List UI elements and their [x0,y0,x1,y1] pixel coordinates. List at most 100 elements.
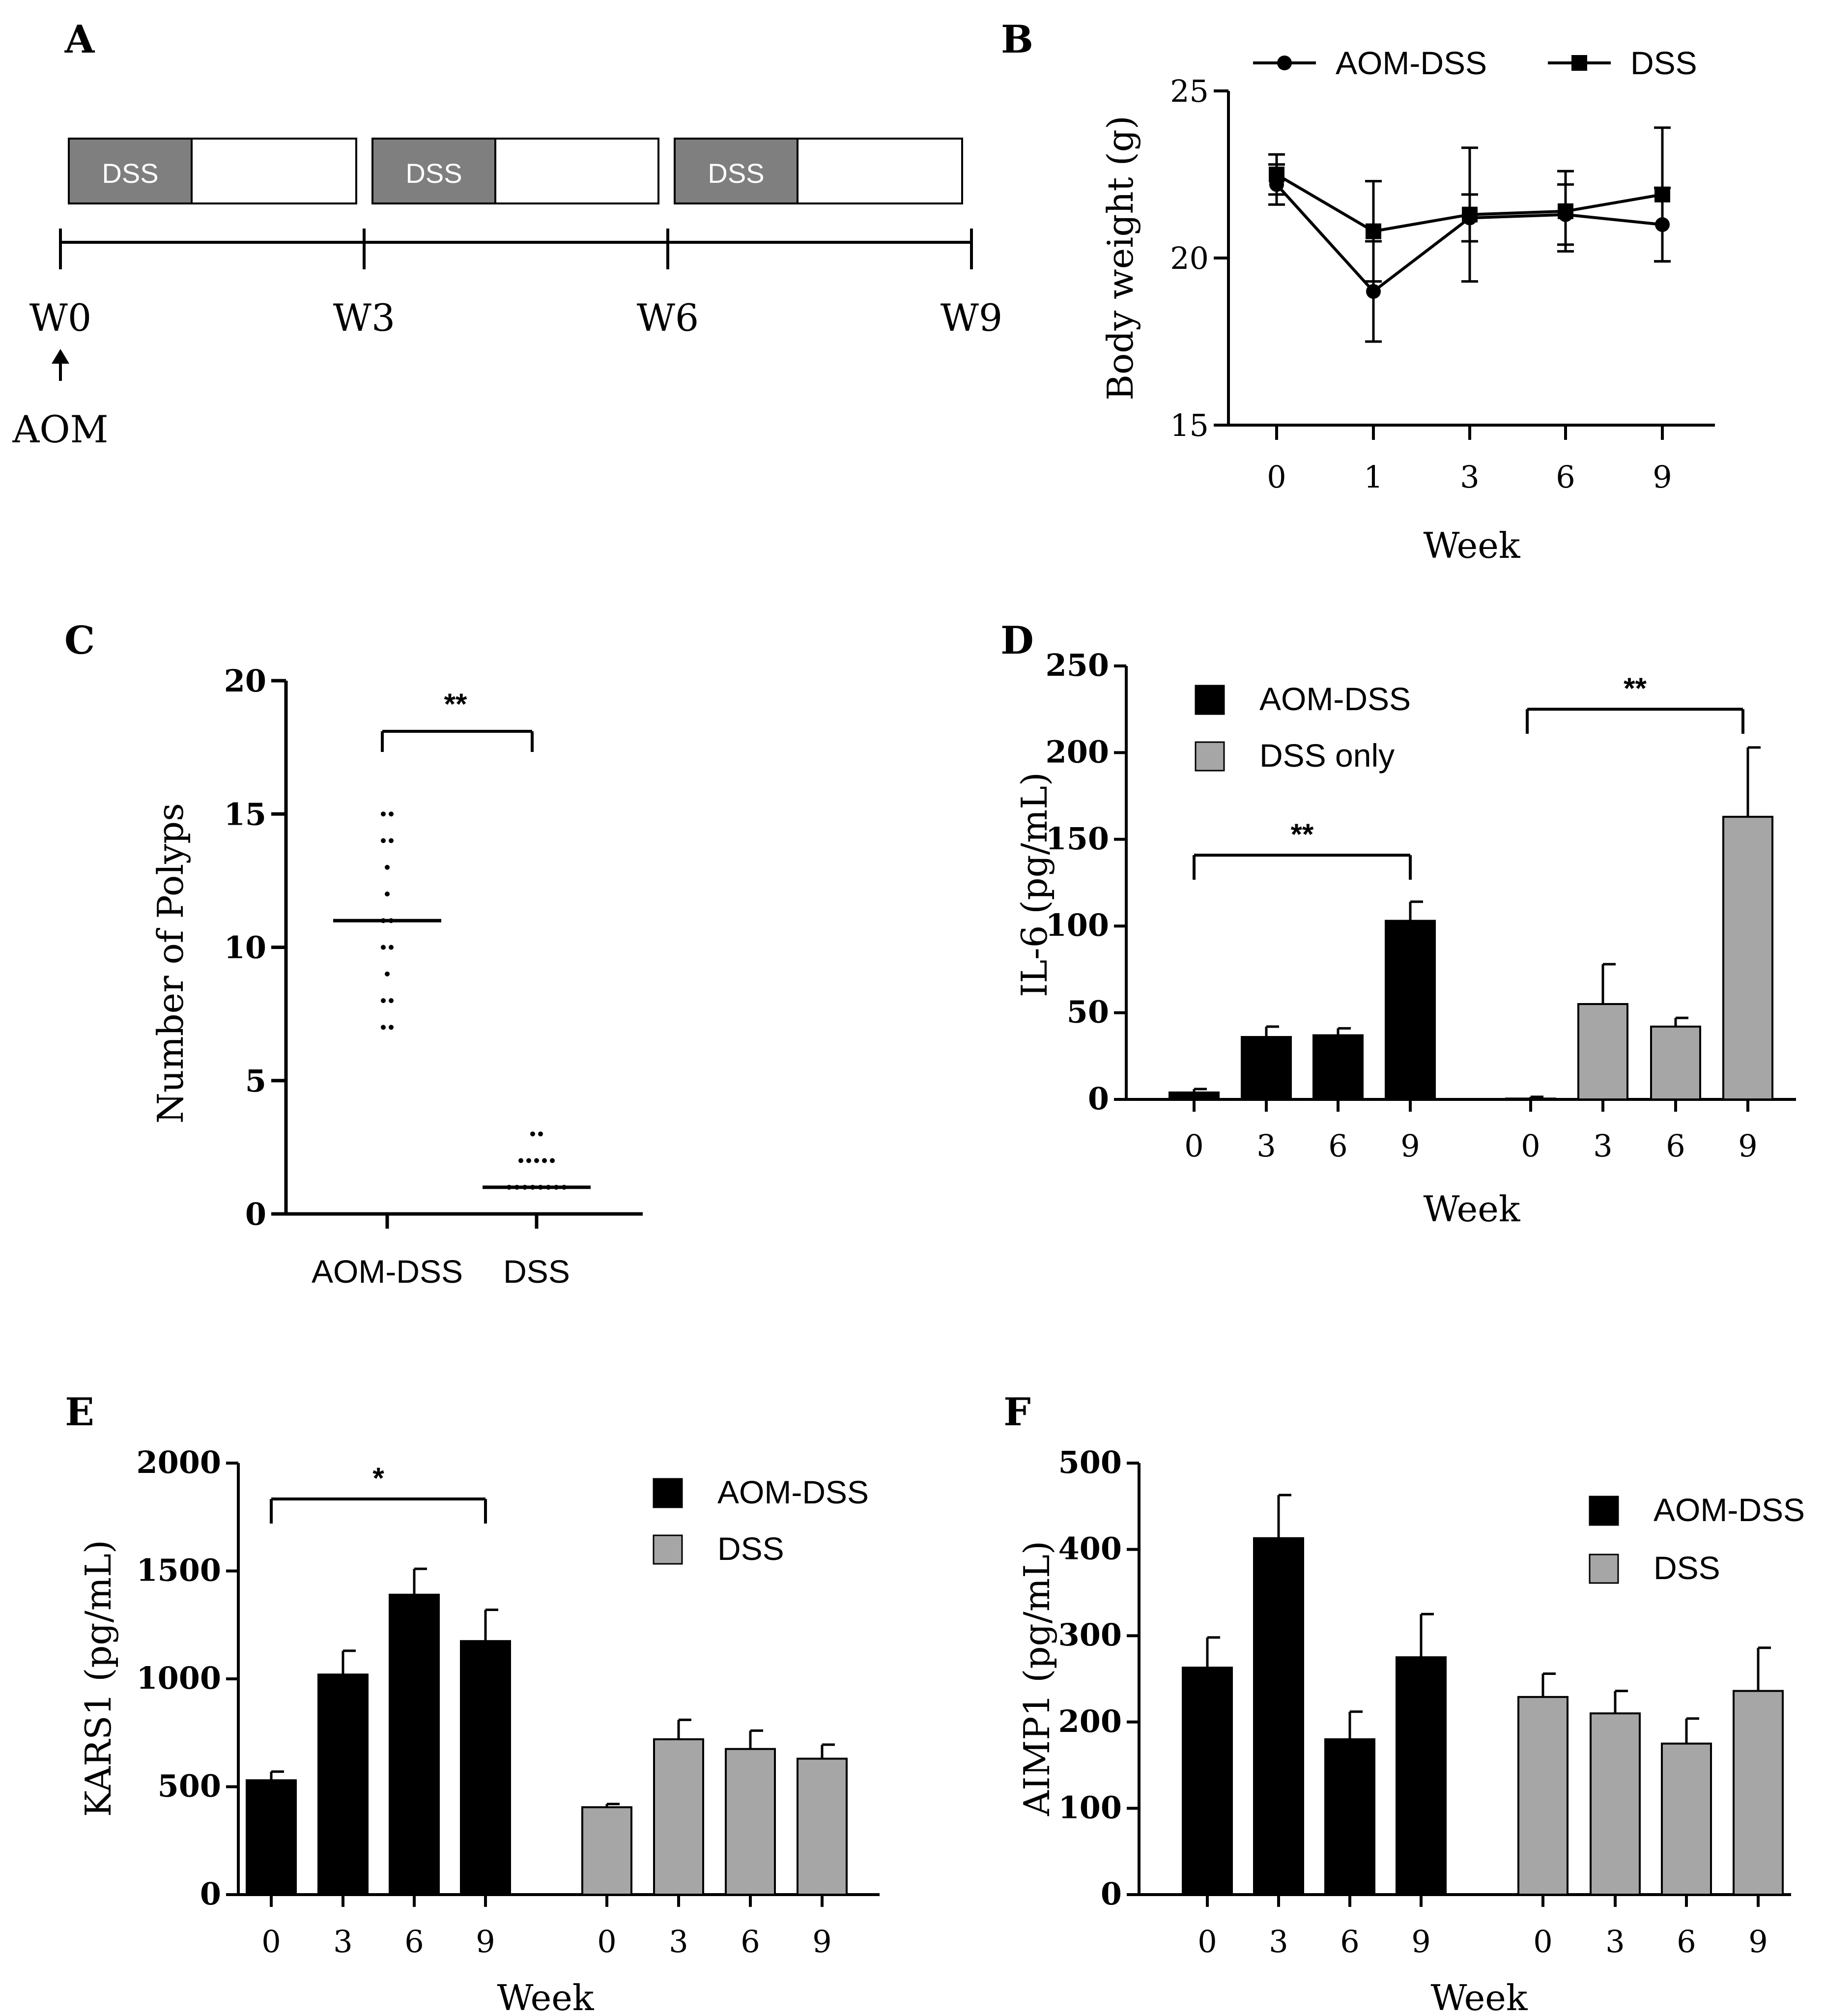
significance-marker: ** [1291,818,1314,851]
x-tick-label: 3 [669,1924,688,1959]
y-axis-title: IL-6 (pg/mL) [1014,772,1055,997]
bar [1312,1034,1364,1101]
timeline-week-label: W3 [333,296,395,340]
y-tick-label: 15 [1170,407,1209,443]
x-tick-label: 0 [1267,459,1286,495]
dss-box-label: DSS [102,158,158,189]
x-axis-title: Week [1424,1188,1521,1230]
legend-label: AOM-DSS [717,1474,869,1510]
legend-swatch [1589,1496,1619,1526]
bar [1396,1656,1447,1896]
bar [317,1673,369,1896]
bar [246,1779,297,1896]
y-tick-label: 5 [245,1063,266,1099]
data-point-square [1366,223,1381,239]
y-axis-title: KARS1 (pg/mL) [78,1540,119,1817]
y-tick-label: 150 [1046,821,1109,857]
y-axis-title: AIMP1 (pg/mL) [1016,1541,1057,1816]
data-point [550,1158,555,1163]
x-tick-label: 0 [1521,1128,1540,1164]
y-tick-label: 200 [1046,734,1109,770]
data-point [530,1131,535,1137]
data-point-square [1462,206,1478,223]
x-tick-label: 3 [1269,1924,1288,1959]
x-tick-label: 9 [1400,1128,1420,1164]
bar [1577,1003,1628,1100]
x-tick-label: 9 [812,1924,831,1959]
data-point [381,945,386,950]
y-tick-label: 1000 [136,1660,221,1696]
x-tick-label: 0 [261,1924,281,1959]
data-point [385,892,390,896]
x-tick-label: 3 [1460,459,1479,495]
timeline-week-label: W9 [941,296,1002,340]
data-point [526,1158,531,1163]
timeline-week-label: W0 [29,296,91,340]
legend-swatch [653,1534,683,1565]
significance-marker: ** [444,688,467,720]
y-tick-label: 500 [1058,1444,1122,1480]
legend-swatch [1589,1554,1619,1584]
y-tick-label: 0 [200,1876,221,1912]
bar [1253,1537,1304,1896]
data-point [389,998,394,1003]
data-point [385,971,390,977]
y-tick-label: 0 [1101,1876,1122,1912]
x-tick-label: 3 [1256,1128,1276,1164]
bar [1505,1097,1556,1101]
x-tick-label: 6 [1556,459,1575,495]
dss-box-label: DSS [405,158,462,189]
legend-marker-square [1571,55,1587,71]
data-point [381,811,386,817]
legend-swatch [653,1478,683,1508]
bar [725,1748,776,1896]
x-tick-label: 1 [1364,459,1383,495]
data-point [538,1131,543,1137]
significance-marker: * [372,1462,384,1495]
dss-box [674,138,798,204]
x-tick-label: 6 [741,1924,760,1959]
panel-label-c: C [64,618,95,663]
data-point [381,838,386,843]
x-tick-label: 9 [476,1924,495,1959]
legend-swatch [1195,685,1225,715]
aom-label: AOM [12,407,108,451]
x-tick-label: 0 [1184,1128,1203,1164]
y-tick-label: 0 [245,1196,266,1232]
x-axis-title: Week [497,1977,595,2016]
x-tick-label: 9 [1748,1924,1768,1959]
y-tick-label: 10 [224,930,266,966]
y-tick-label: 1500 [136,1553,221,1588]
bar [1650,1025,1701,1100]
data-point-square [1654,186,1670,202]
recovery-box [797,138,963,204]
data-point-square [1269,167,1284,182]
y-axis-title: Number of Polyps [150,803,191,1123]
bar [1590,1712,1641,1896]
dss-box-label: DSS [708,158,764,189]
legend-label: DSS only [1259,737,1395,774]
data-point-square [1558,203,1573,219]
legend-swatch [1195,741,1225,772]
y-tick-label: 100 [1058,1789,1122,1825]
y-tick-label: 500 [158,1768,221,1804]
bar [1733,1690,1784,1896]
y-tick-label: 50 [1067,994,1109,1030]
bar [1324,1738,1375,1896]
bar [1169,1091,1220,1100]
x-axis-title: Week [1431,1977,1528,2016]
y-tick-label: 200 [1058,1703,1122,1739]
data-point [389,838,394,843]
bar [389,1593,440,1896]
x-tick-label: 3 [1605,1924,1625,1959]
data-point [534,1158,539,1163]
y-axis-title: Body weight (g) [1100,115,1141,401]
bar [653,1738,704,1896]
x-tick-label: 9 [1653,459,1672,495]
x-tick-label: 6 [1340,1924,1359,1959]
data-point [389,945,394,950]
y-tick-label: 25 [1170,73,1209,109]
bar [797,1757,848,1896]
data-point [389,811,394,817]
